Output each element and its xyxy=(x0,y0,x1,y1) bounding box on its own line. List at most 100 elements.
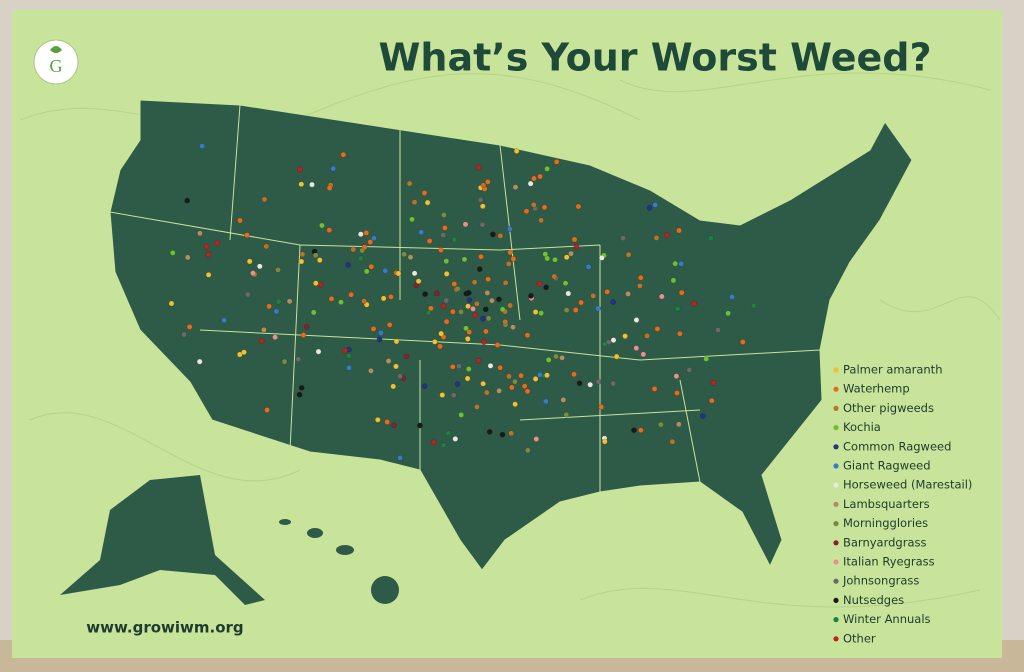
contour-lines xyxy=(19,72,1001,608)
pin xyxy=(297,166,303,173)
pin xyxy=(425,309,432,316)
pin xyxy=(303,324,310,330)
pin xyxy=(537,371,543,378)
legend-label: Lambsquarters xyxy=(843,497,930,511)
pin xyxy=(370,325,377,332)
pin xyxy=(363,268,370,275)
pin xyxy=(542,251,549,257)
pin xyxy=(531,175,537,182)
pin xyxy=(559,354,565,361)
pin xyxy=(437,343,443,350)
contour xyxy=(619,72,991,93)
pin xyxy=(476,266,483,273)
pin xyxy=(461,256,468,263)
legend-label: Giant Ragweed xyxy=(843,459,931,473)
pin xyxy=(298,258,305,265)
pin xyxy=(703,356,710,362)
logo xyxy=(33,39,79,85)
pin xyxy=(494,342,501,348)
pin xyxy=(678,289,685,296)
pin xyxy=(340,151,347,158)
pin xyxy=(538,217,544,224)
pin xyxy=(266,303,272,310)
pin xyxy=(451,236,458,243)
pin xyxy=(672,260,679,267)
legend-swatch xyxy=(833,482,839,488)
pin xyxy=(395,270,402,277)
pin xyxy=(674,306,681,312)
pin xyxy=(462,221,469,228)
contour xyxy=(879,296,1001,321)
legend-swatch xyxy=(833,367,839,373)
pin xyxy=(342,347,348,354)
pin xyxy=(451,281,458,287)
pin xyxy=(506,226,513,232)
pin xyxy=(450,392,457,399)
alaska xyxy=(60,475,265,605)
pin xyxy=(560,397,567,403)
pin xyxy=(426,238,433,244)
legend-label: Common Ragweed xyxy=(843,439,951,453)
legend-label: Other pigweeds xyxy=(843,401,934,415)
pin xyxy=(479,203,486,210)
pin xyxy=(524,447,531,454)
pin xyxy=(449,363,456,370)
pin xyxy=(576,380,583,387)
pin xyxy=(312,252,319,259)
pin xyxy=(610,337,617,343)
pin xyxy=(401,251,407,258)
pin xyxy=(443,271,450,277)
pin xyxy=(338,299,344,306)
pin xyxy=(532,376,539,382)
pin xyxy=(644,333,650,339)
pin xyxy=(513,148,520,154)
pin xyxy=(275,298,282,305)
pin xyxy=(273,308,280,315)
pin xyxy=(496,387,502,394)
pin xyxy=(214,240,221,246)
pin xyxy=(438,330,444,337)
pin xyxy=(316,257,323,263)
legend-swatch xyxy=(833,578,839,584)
pin xyxy=(296,391,303,398)
pin xyxy=(480,182,487,189)
pin xyxy=(237,217,243,224)
pin xyxy=(637,283,643,289)
island xyxy=(336,545,354,555)
pin xyxy=(496,296,502,303)
pin xyxy=(359,247,366,254)
pin xyxy=(256,263,263,270)
pin xyxy=(418,229,425,236)
legend-swatch xyxy=(833,425,839,431)
pin xyxy=(482,306,489,313)
pin xyxy=(487,362,494,369)
pin xyxy=(553,353,559,360)
pin xyxy=(345,353,352,359)
legend-swatch xyxy=(833,559,839,565)
legend-label: Italian Ryegrass xyxy=(843,555,935,569)
pin xyxy=(571,236,578,243)
pin xyxy=(417,422,423,429)
legend-label: Johnsongrass xyxy=(842,574,919,588)
state-line xyxy=(109,104,821,492)
pin xyxy=(674,390,680,396)
pin xyxy=(393,363,399,370)
pin xyxy=(357,255,364,262)
pin xyxy=(261,326,267,333)
pin xyxy=(552,256,558,263)
pin xyxy=(563,254,570,261)
legend-label: Other xyxy=(843,631,876,645)
legend-label: Winter Annuals xyxy=(843,612,931,626)
pin xyxy=(538,310,544,316)
pin xyxy=(485,276,491,283)
pin xyxy=(598,404,605,410)
pin xyxy=(658,421,664,428)
pin xyxy=(376,336,383,343)
pin xyxy=(475,357,482,364)
pin xyxy=(463,290,470,297)
pin xyxy=(475,164,482,171)
pin xyxy=(264,407,270,413)
pin xyxy=(371,235,377,242)
pin xyxy=(595,378,602,385)
pin xyxy=(450,308,456,315)
